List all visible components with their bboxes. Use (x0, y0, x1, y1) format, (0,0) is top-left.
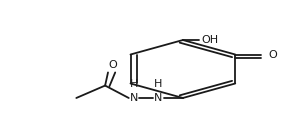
Text: H: H (130, 79, 138, 89)
Text: N: N (154, 93, 163, 103)
Text: O: O (268, 50, 277, 59)
Text: N: N (130, 93, 138, 103)
Text: O: O (109, 60, 118, 70)
Text: OH: OH (202, 35, 219, 45)
Text: H: H (154, 79, 163, 89)
